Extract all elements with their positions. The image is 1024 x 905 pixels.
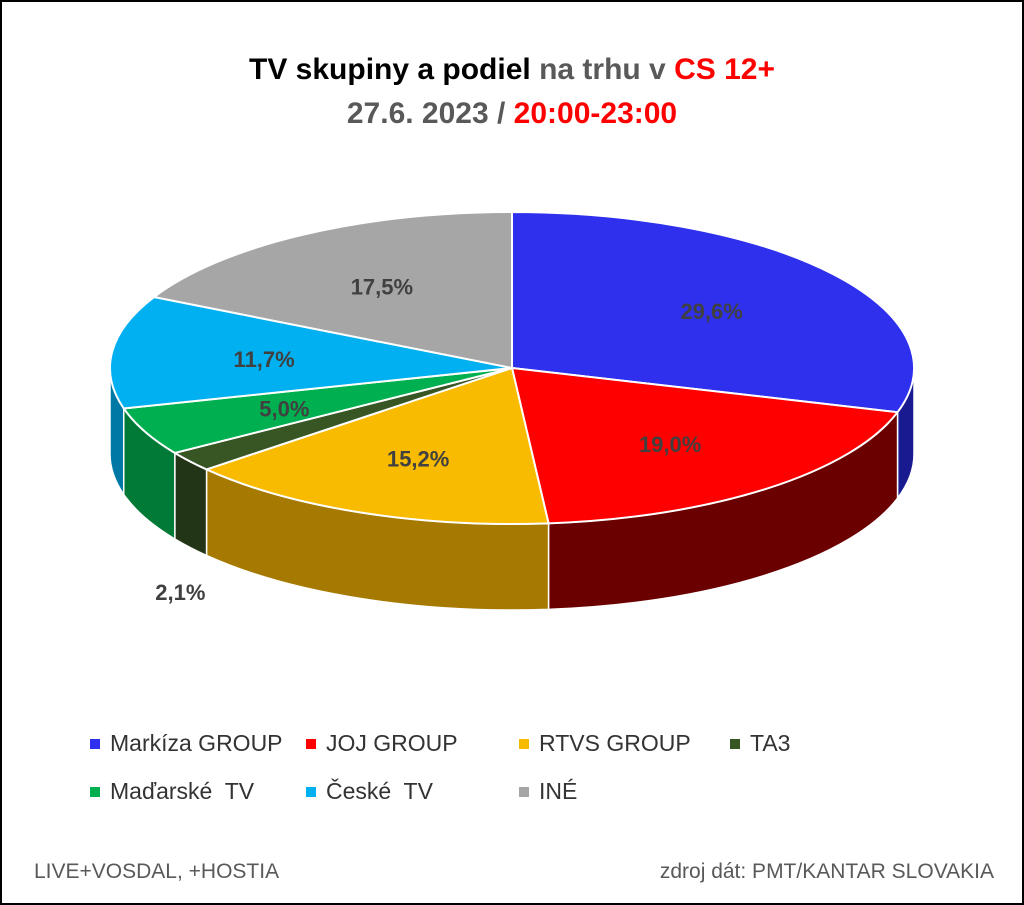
legend-item-4: Maďarské TV (90, 778, 254, 805)
subtitle-date: 27.6. 2023 / (346, 97, 506, 130)
pie-slice-6 (153, 211, 513, 369)
subtitle-time: 20:00-23:00 (513, 97, 678, 130)
slice-label-4: 5,0% (259, 396, 309, 421)
legend-swatch-4 (90, 786, 100, 797)
pie-slice-5 (109, 296, 513, 410)
legend-label-2: RTVS GROUP (539, 730, 691, 756)
legend-swatch-0 (90, 738, 100, 749)
legend-swatch-2 (519, 738, 529, 749)
pie-slice-2 (205, 367, 550, 525)
legend-item-1: JOJ GROUP (306, 730, 458, 757)
legend-label-1: JOJ GROUP (326, 730, 458, 756)
pie-value-labels: 29,6% 19,0% 15,2% 2,1% 5,0% 11,7% 17,5% (155, 275, 743, 606)
pie-side-3 (174, 451, 208, 557)
legend-swatch-5 (306, 786, 316, 797)
legend-swatch-6 (519, 786, 529, 797)
slice-label-5: 11,7% (234, 347, 295, 372)
legend-item-3: TA3 (730, 730, 790, 757)
chart-title: TV skupiny a podiel na trhu v CS 12+ 27.… (0, 48, 1024, 136)
title-part-1: TV skupiny a podiel (249, 53, 531, 86)
slice-label-2: 15,2% (387, 447, 449, 472)
legend-item-6: INÉ (519, 778, 577, 805)
legend-swatch-1 (306, 738, 316, 749)
pie-slice-1 (511, 367, 899, 525)
legend-item-0: Markíza GROUP (90, 730, 283, 757)
slice-label-1: 19,0% (639, 432, 701, 457)
slice-label-6: 17,5% (351, 275, 413, 300)
title-part-2: na trhu v (539, 53, 666, 86)
legend-label-6: INÉ (539, 778, 578, 804)
legend-label-0: Markíza GROUP (110, 730, 283, 756)
footer-left: LIVE+VOSDAL, +HOSTIA (34, 860, 280, 883)
legend-swatch-3 (730, 738, 740, 749)
legend-label-5: České TV (326, 778, 433, 804)
legend-item-5: České TV (306, 778, 433, 805)
slice-label-0: 29,6% (680, 299, 742, 324)
pie-slice-0 (511, 211, 916, 414)
pie-slices (109, 211, 916, 525)
title-part-3: CS 12+ (674, 53, 775, 86)
legend-label-4: Maďarské TV (110, 778, 255, 804)
pie-sides (109, 367, 915, 611)
legend-label-3: TA3 (750, 730, 791, 756)
footer-source: zdroj dát: PMT/KANTAR SLOVAKIA (659, 860, 994, 883)
slice-label-3: 2,1% (155, 580, 205, 605)
legend-item-2: RTVS GROUP (519, 730, 691, 757)
